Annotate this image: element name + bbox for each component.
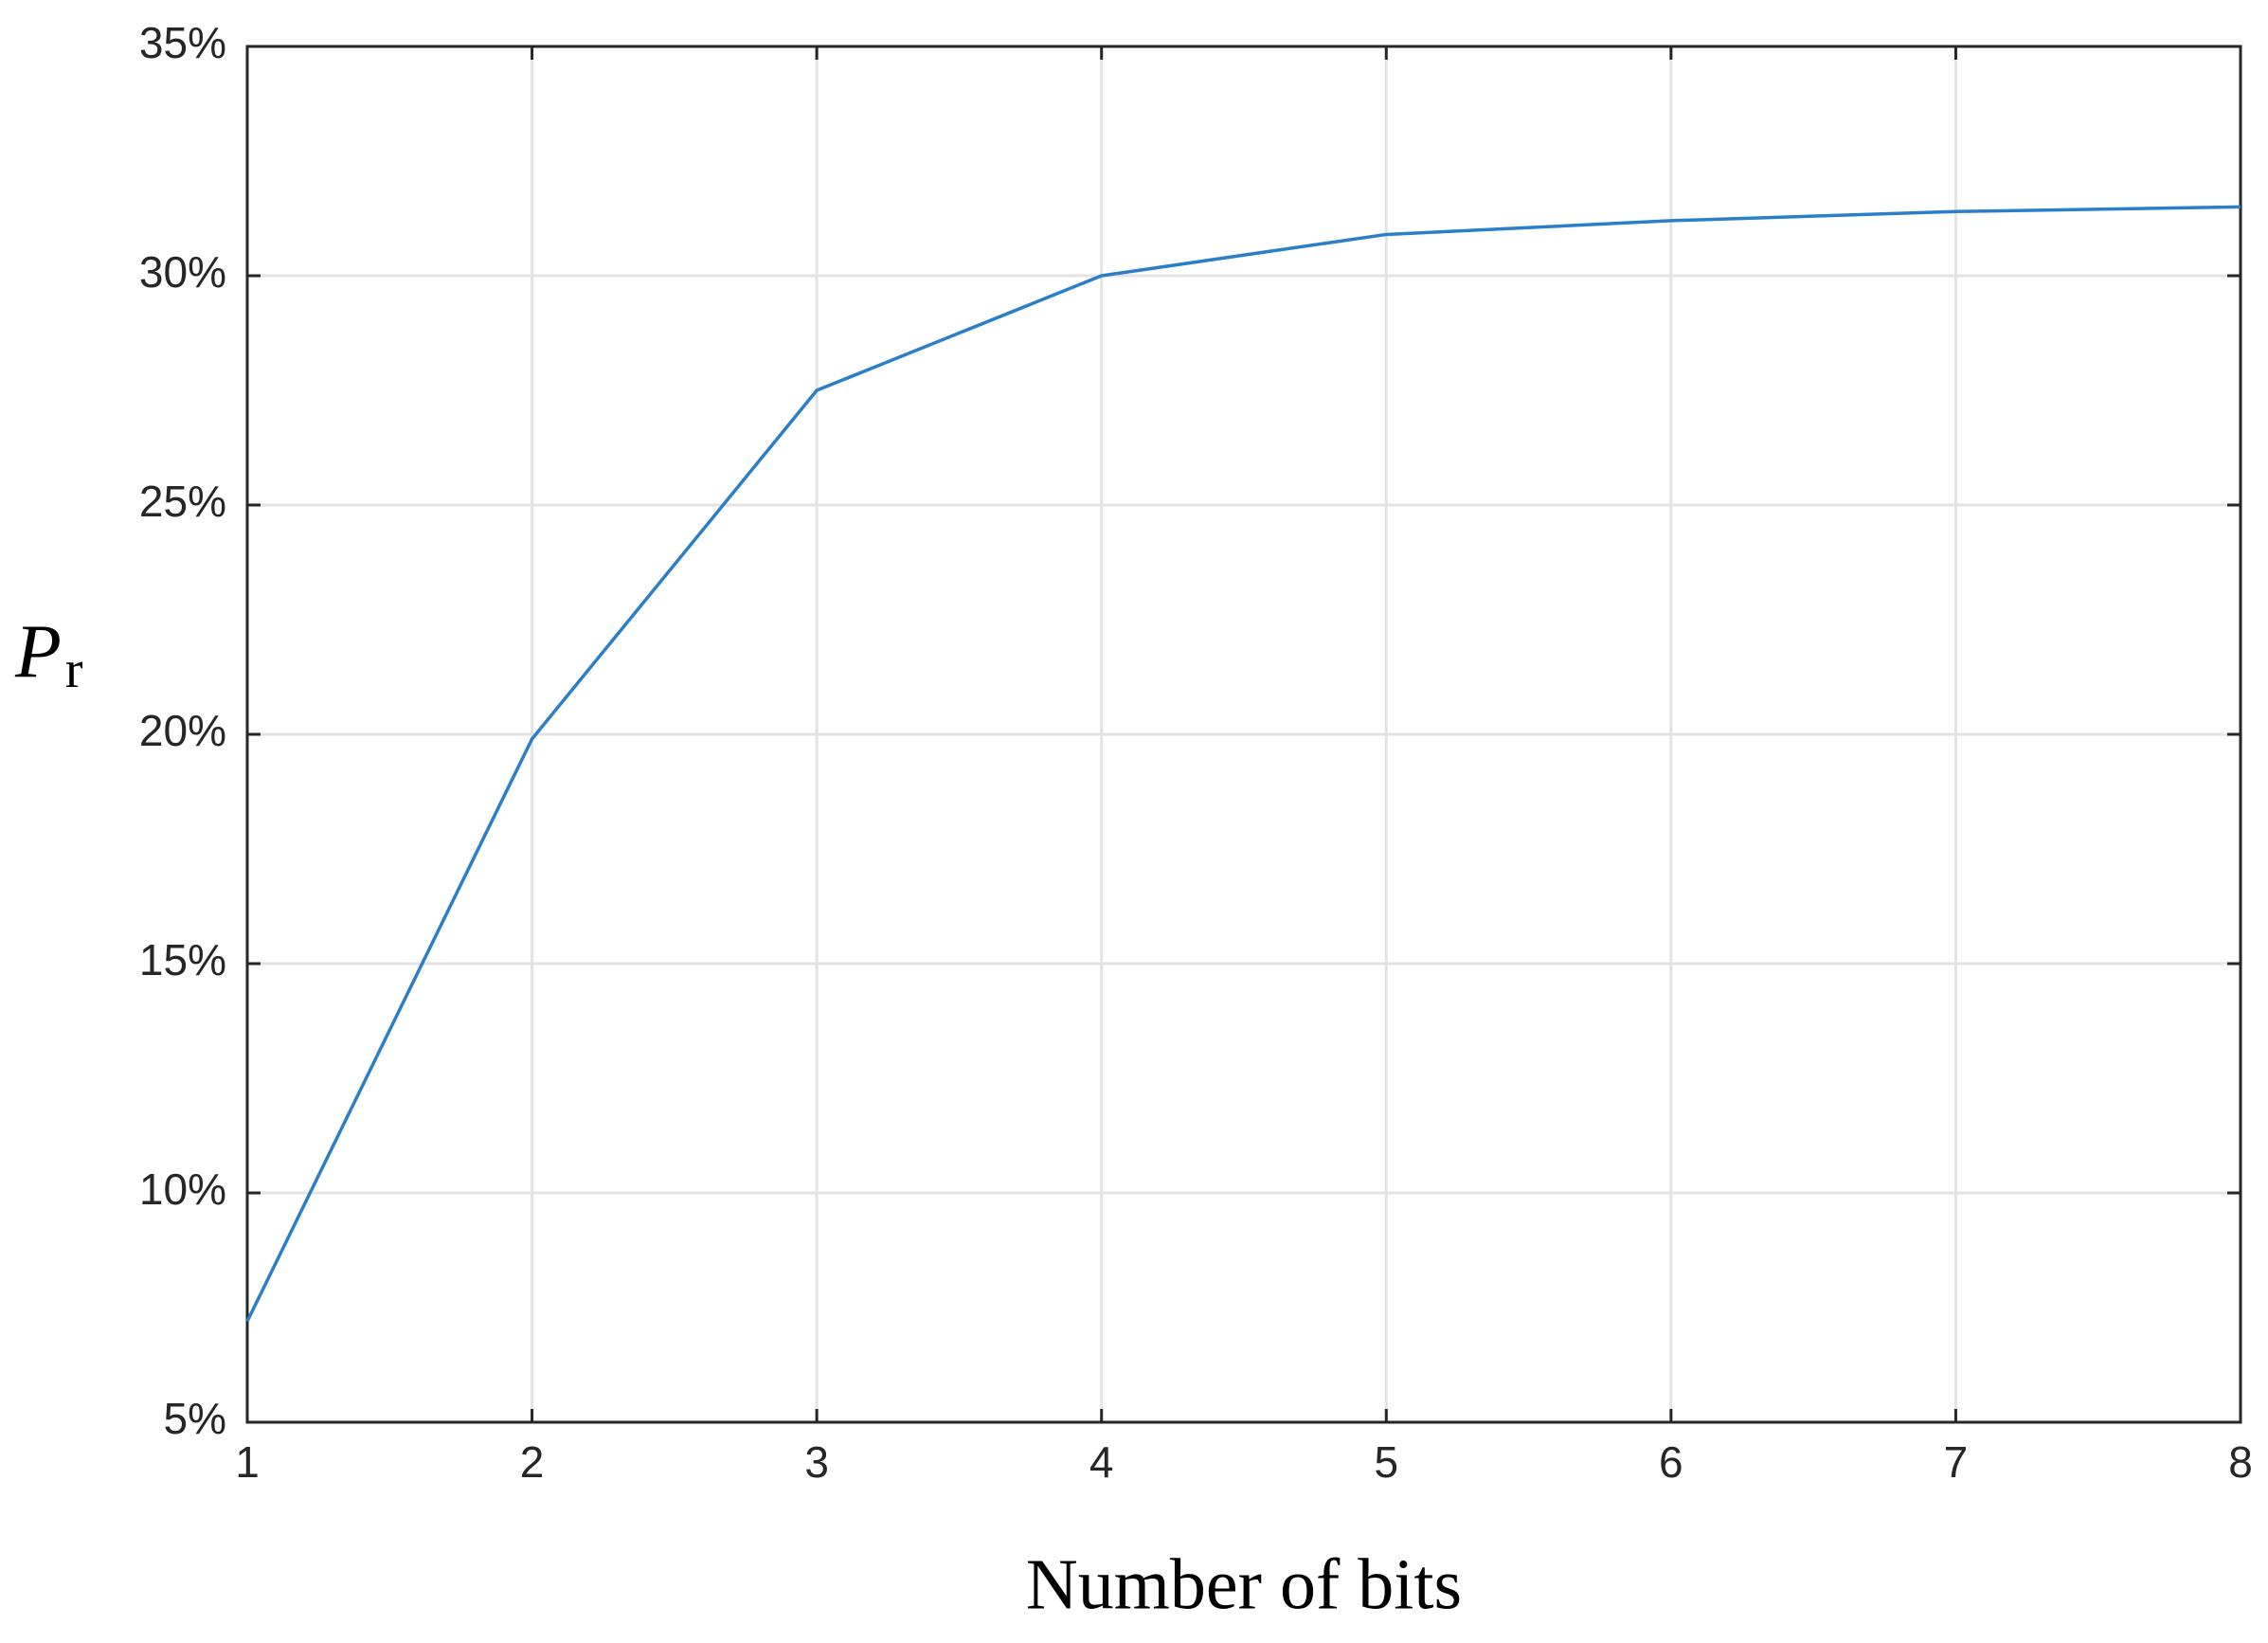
x-tick-label: 4 xyxy=(1089,1437,1114,1487)
y-axis-label: Pr xyxy=(14,610,83,699)
x-tick-label: 6 xyxy=(1659,1437,1683,1487)
x-tick-label: 2 xyxy=(520,1437,545,1487)
y-tick-label: 10% xyxy=(139,1165,226,1214)
y-tick-label: 30% xyxy=(139,247,226,297)
x-tick-label: 7 xyxy=(1944,1437,1969,1487)
x-tick-label: 5 xyxy=(1374,1437,1398,1487)
y-tick-label: 25% xyxy=(139,477,226,526)
x-tick-label: 1 xyxy=(235,1437,260,1487)
x-tick-label: 3 xyxy=(804,1437,829,1487)
data-line xyxy=(245,205,2241,1323)
y-tick-label: 20% xyxy=(139,706,226,755)
y-tick-label: 35% xyxy=(139,18,226,67)
x-axis-label: Number of bits xyxy=(1026,1544,1462,1624)
y-axis-label-main: P xyxy=(14,610,62,694)
y-tick-label: 15% xyxy=(139,935,226,984)
grid xyxy=(245,45,2242,1424)
y-tick-label: 5% xyxy=(164,1394,226,1443)
x-tick-label: 8 xyxy=(2228,1437,2253,1487)
y-axis-label-subscript: r xyxy=(65,641,83,699)
